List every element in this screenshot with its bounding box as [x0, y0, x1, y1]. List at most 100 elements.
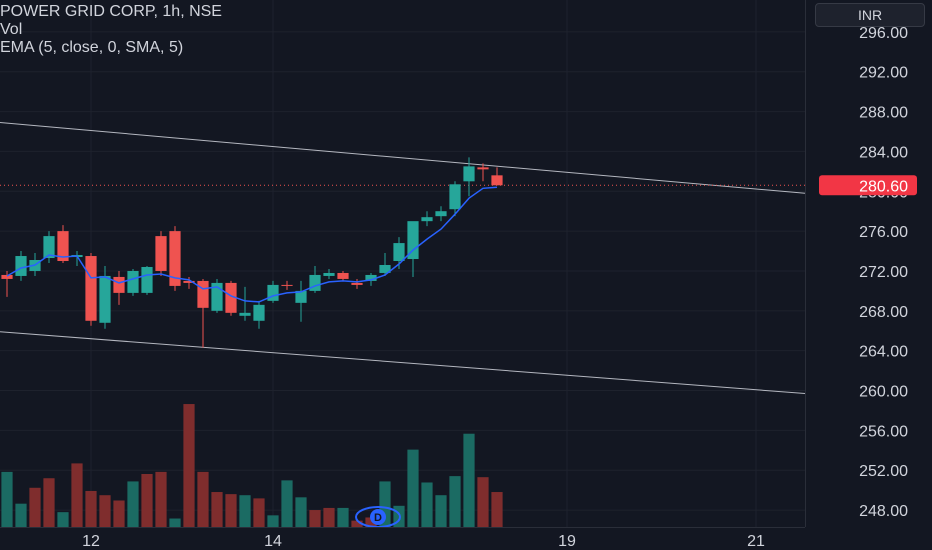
- candle-body: [281, 284, 293, 286]
- trendlines: [0, 122, 806, 395]
- volume-bar: [197, 471, 209, 527]
- volume-bar: [85, 490, 97, 527]
- price-tick-label: 248.00: [859, 503, 908, 520]
- time-axis: 12 14 19 21: [0, 527, 805, 550]
- volume-bar: [211, 492, 223, 527]
- candle-body: [267, 284, 279, 301]
- price-tick-label: 252.00: [859, 463, 908, 480]
- volume-indicator-label[interactable]: Vol: [0, 21, 23, 38]
- candle-body: [197, 280, 209, 308]
- volume-bar: [281, 480, 293, 527]
- candle-body: [351, 282, 363, 285]
- price-axis: 296.00292.00288.00284.00280.00276.00272.…: [805, 0, 932, 550]
- volume-bar: [225, 494, 237, 527]
- candle-body: [379, 264, 391, 273]
- price-tick-label: 272.00: [859, 264, 908, 281]
- candle-body: [491, 175, 503, 186]
- volume-bar: [421, 482, 433, 527]
- price-tick-label: 284.00: [859, 144, 908, 161]
- volume-bar: [379, 481, 391, 527]
- candle-body: [85, 256, 97, 321]
- ema-indicator-label[interactable]: EMA (5, close, 0, SMA, 5): [0, 39, 184, 56]
- candle-body: [449, 184, 461, 210]
- symbol-title[interactable]: POWER GRID CORP, 1h, NSE: [0, 3, 222, 20]
- price-tick-label: 264.00: [859, 344, 908, 361]
- candle-body: [295, 290, 307, 303]
- candle-body: [407, 221, 419, 260]
- ema-line: [6, 186, 498, 303]
- volume-bar: [127, 481, 139, 527]
- volume-bar: [155, 471, 167, 527]
- volume-series: [1, 404, 503, 527]
- time-tick-label: 14: [264, 533, 282, 550]
- candle-body: [365, 274, 377, 281]
- volume-bar: [267, 515, 279, 527]
- candle-body: [421, 217, 433, 222]
- volume-bar: [365, 517, 377, 527]
- currency-button[interactable]: INR: [815, 3, 925, 27]
- price-tick-label: 268.00: [859, 304, 908, 321]
- volume-bar: [29, 487, 41, 527]
- volume-bar: [463, 433, 475, 527]
- volume-bar: [477, 477, 489, 527]
- time-tick-label: 21: [747, 533, 765, 550]
- volume-bar: [449, 476, 461, 527]
- volume-bar: [15, 503, 27, 527]
- volume-bar: [407, 449, 419, 527]
- candle-body: [1, 274, 13, 279]
- volume-bar: [253, 498, 265, 527]
- candle-body: [323, 272, 335, 276]
- price-axis-bg: [805, 0, 932, 550]
- time-tick-label: 19: [558, 533, 576, 550]
- candle-body: [477, 167, 489, 170]
- candle-body: [43, 236, 55, 259]
- current-price-label: 280.60: [859, 178, 908, 195]
- candle-body: [113, 276, 125, 293]
- current-price-tag: 280.60: [819, 175, 917, 196]
- candlestick-series: [1, 157, 503, 348]
- volume-bar: [491, 492, 503, 527]
- candle-body: [15, 256, 27, 276]
- dividend-marker-label: D: [374, 512, 382, 524]
- trendline: [0, 122, 806, 194]
- chart-legend: POWER GRID CORP, 1h, NSE Vol EMA (5, clo…: [0, 3, 222, 57]
- volume-bar: [99, 495, 111, 527]
- dividend-marker-dot: [370, 509, 386, 525]
- candle-body: [99, 275, 111, 323]
- candle-body: [225, 282, 237, 313]
- candle-body: [253, 304, 265, 321]
- volume-bar: [239, 495, 251, 527]
- candle-body: [435, 211, 447, 217]
- current-price-tag-bg: [819, 175, 917, 196]
- volume-bar: [309, 510, 321, 527]
- volume-bar: [295, 497, 307, 527]
- price-tick-label: 296.00: [859, 25, 908, 42]
- candle-body: [141, 266, 153, 293]
- price-tick-label: 288.00: [859, 105, 908, 122]
- candle-body: [463, 166, 475, 182]
- volume-bar: [57, 512, 69, 527]
- candle-body: [337, 272, 349, 279]
- candle-body: [211, 282, 223, 311]
- volume-bar: [183, 404, 195, 527]
- candle-body: [393, 243, 405, 262]
- volume-bar: [43, 478, 55, 527]
- candle-body: [169, 231, 181, 286]
- candle-body: [155, 236, 167, 271]
- volume-bar: [141, 474, 153, 527]
- volume-bar: [323, 507, 335, 527]
- trendline: [0, 331, 806, 395]
- candle-body: [309, 274, 321, 291]
- volume-bar: [169, 518, 181, 527]
- price-tick-label: 276.00: [859, 224, 908, 241]
- price-tick-label: 292.00: [859, 65, 908, 82]
- candle-body: [127, 270, 139, 293]
- candle-body: [239, 312, 251, 316]
- price-tick-label: 256.00: [859, 423, 908, 440]
- candle-body: [57, 231, 69, 262]
- volume-bar: [337, 507, 349, 527]
- volume-bar: [1, 471, 13, 527]
- volume-bar: [351, 520, 363, 527]
- candle-body: [183, 280, 195, 283]
